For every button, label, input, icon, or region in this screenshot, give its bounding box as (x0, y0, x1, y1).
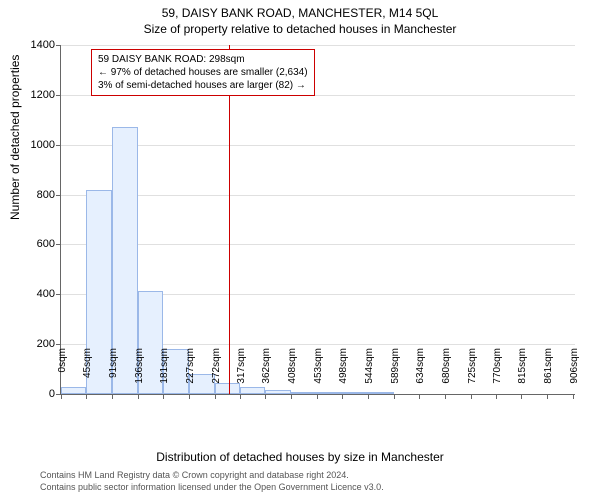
y-tick-label: 1000 (31, 139, 61, 151)
x-tick-label: 272sqm (211, 348, 222, 398)
y-tick-label: 1400 (31, 39, 61, 51)
annotation-line-2: ← 97% of detached houses are smaller (2,… (98, 66, 308, 79)
x-axis-label: Distribution of detached houses by size … (0, 450, 600, 464)
y-tick-label: 600 (37, 238, 61, 250)
x-tick-label: 181sqm (159, 348, 170, 398)
y-tick-label: 800 (37, 189, 61, 201)
x-tick-label: 861sqm (543, 348, 554, 398)
gridline (61, 45, 575, 46)
x-tick-label: 317sqm (236, 348, 247, 398)
x-tick-label: 725sqm (467, 348, 478, 398)
x-tick-label: 0sqm (57, 348, 68, 398)
gridline (61, 195, 575, 196)
chart-container: 59, DAISY BANK ROAD, MANCHESTER, M14 5QL… (0, 0, 600, 500)
x-tick-label: 589sqm (390, 348, 401, 398)
x-tick-label: 498sqm (338, 348, 349, 398)
x-tick-label: 136sqm (134, 348, 145, 398)
x-tick-label: 815sqm (517, 348, 528, 398)
y-tick-label: 400 (37, 288, 61, 300)
gridline (61, 145, 575, 146)
annotation-line-1: 59 DAISY BANK ROAD: 298sqm (98, 53, 308, 66)
marker-line (229, 45, 230, 394)
y-axis-label: Number of detached properties (8, 55, 22, 220)
y-tick-label: 1200 (31, 89, 61, 101)
x-tick-label: 453sqm (313, 348, 324, 398)
chart-title-main: 59, DAISY BANK ROAD, MANCHESTER, M14 5QL (0, 6, 600, 20)
x-tick-label: 544sqm (364, 348, 375, 398)
x-tick-label: 362sqm (261, 348, 272, 398)
chart-title-sub: Size of property relative to detached ho… (0, 22, 600, 36)
annotation-box: 59 DAISY BANK ROAD: 298sqm ← 97% of deta… (91, 49, 315, 96)
x-tick-label: 634sqm (415, 348, 426, 398)
x-tick-label: 408sqm (287, 348, 298, 398)
gridline (61, 244, 575, 245)
x-tick-label: 227sqm (185, 348, 196, 398)
x-tick-label: 91sqm (108, 348, 119, 398)
x-tick-label: 770sqm (492, 348, 503, 398)
footnote-2: Contains public sector information licen… (40, 482, 600, 492)
x-tick-label: 45sqm (82, 348, 93, 398)
x-tick-label: 680sqm (441, 348, 452, 398)
plot-area: 02004006008001000120014000sqm45sqm91sqm1… (60, 45, 575, 395)
annotation-line-3: 3% of semi-detached houses are larger (8… (98, 79, 308, 92)
x-tick-label: 906sqm (569, 348, 580, 398)
footnote-1: Contains HM Land Registry data © Crown c… (40, 470, 600, 480)
